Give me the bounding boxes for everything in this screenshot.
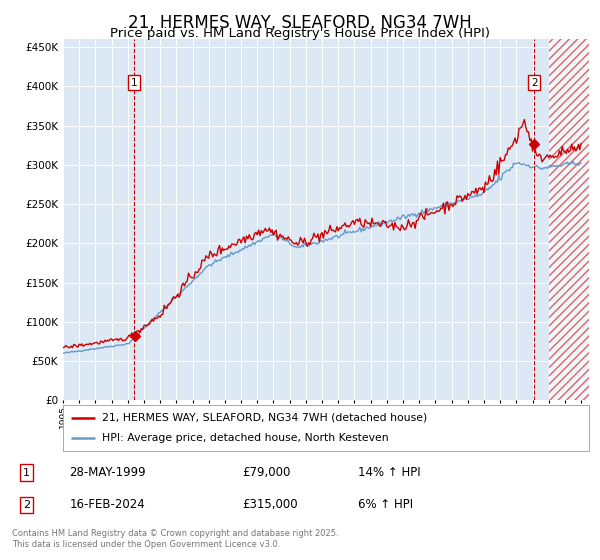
Text: 21, HERMES WAY, SLEAFORD, NG34 7WH (detached house): 21, HERMES WAY, SLEAFORD, NG34 7WH (deta… [103, 413, 428, 423]
Text: 1: 1 [131, 77, 137, 87]
Text: 1: 1 [23, 468, 30, 478]
Text: 2: 2 [23, 500, 30, 510]
Text: 6% ↑ HPI: 6% ↑ HPI [358, 498, 413, 511]
Text: 14% ↑ HPI: 14% ↑ HPI [358, 466, 420, 479]
Text: 21, HERMES WAY, SLEAFORD, NG34 7WH: 21, HERMES WAY, SLEAFORD, NG34 7WH [128, 14, 472, 32]
Text: 2: 2 [531, 77, 538, 87]
Text: £79,000: £79,000 [242, 466, 291, 479]
Text: Price paid vs. HM Land Registry's House Price Index (HPI): Price paid vs. HM Land Registry's House … [110, 27, 490, 40]
Text: 28-MAY-1999: 28-MAY-1999 [70, 466, 146, 479]
Text: HPI: Average price, detached house, North Kesteven: HPI: Average price, detached house, Nort… [103, 433, 389, 443]
Bar [549, 39, 589, 400]
Text: 16-FEB-2024: 16-FEB-2024 [70, 498, 145, 511]
Text: £315,000: £315,000 [242, 498, 298, 511]
Text: Contains HM Land Registry data © Crown copyright and database right 2025.
This d: Contains HM Land Registry data © Crown c… [12, 529, 338, 549]
